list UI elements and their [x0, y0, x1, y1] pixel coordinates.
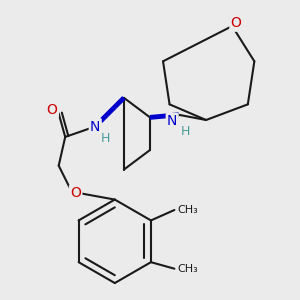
Text: H: H	[101, 132, 110, 145]
Text: N: N	[167, 114, 177, 128]
Text: CH₃: CH₃	[177, 205, 198, 215]
Text: H: H	[181, 125, 190, 138]
Text: CH₃: CH₃	[177, 264, 198, 274]
Text: N: N	[90, 119, 101, 134]
Text: O: O	[47, 103, 58, 117]
Text: O: O	[231, 16, 242, 31]
Text: O: O	[70, 186, 81, 200]
